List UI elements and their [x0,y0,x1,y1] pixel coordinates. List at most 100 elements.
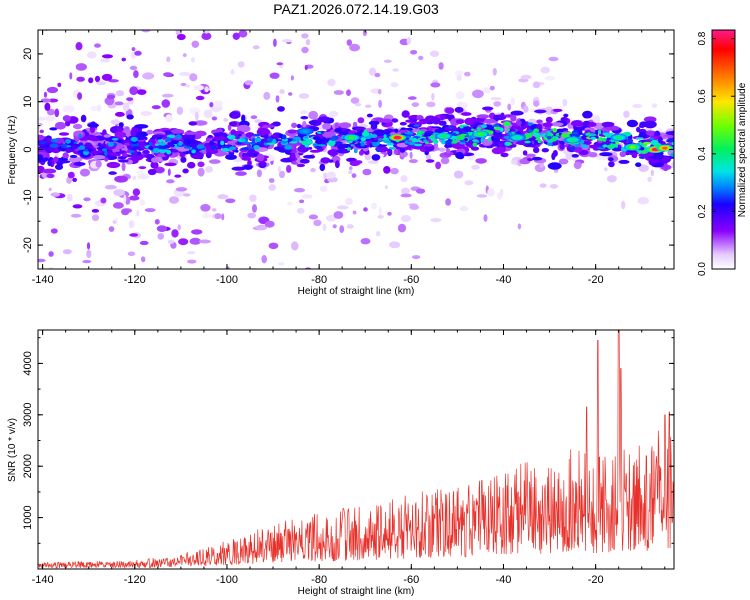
spectrogram-cell [425,141,429,144]
spectrogram-cell [217,140,221,145]
spectrogram-cell [243,164,253,170]
spectrogram-cell [476,127,482,130]
spectrogram-cell [401,110,410,118]
spectrogram-cell [643,143,648,147]
spectrogram-cell [304,139,313,145]
spectrogram-cell [268,178,275,183]
spectrogram-cell [327,78,336,87]
spectrogram-cell [90,106,98,112]
spectrogram-cell [114,131,127,139]
spectrogram-cell [404,140,409,144]
spectrogram-cell [314,146,323,149]
spectrogram-cell [504,125,510,134]
spectrogram-cell [671,161,674,169]
x-tick-label: -80 [311,274,327,286]
spectrogram-cell [319,185,328,192]
colorbar-gradient [711,29,736,270]
spectrogram-cell [124,142,130,146]
spectrogram-cell [268,242,279,249]
spectrogram-cell [635,162,642,167]
spectrogram-cell [313,21,320,27]
spectrogram-cell [117,139,124,144]
spectrogram-cell [470,146,480,151]
spectrogram-cell [520,74,532,80]
colorbar-tick-label: 0.8 [697,31,708,45]
spectrogram-cell [96,104,102,112]
spectrogram-cell [533,100,540,107]
spectrogram-cell [301,46,309,54]
spectrogram-cell [255,224,268,231]
spectrogram-cell [171,149,179,153]
spectrogram-cell [196,144,205,149]
spectrogram-cell [650,169,655,177]
colorbar-label: Normalized spectral amplitude [737,82,748,217]
spectrogram-cell [361,304,364,312]
spectrogram-cell [472,142,478,147]
x-tick-label: -40 [496,574,512,586]
spectrogram-cell [126,97,134,101]
spectrogram-cell [632,103,643,109]
spectrogram-cell [490,97,502,101]
spectrogram-cell [65,139,71,144]
spectrogram-cell [73,123,83,130]
spectrogram-cell [54,108,60,118]
spectrogram-cell [264,133,269,140]
spectrogram-cell [277,146,284,150]
spectrogram-cell [163,149,170,152]
spectrogram-cell [638,164,649,172]
spectrogram-cell [276,139,283,142]
spectrogram-cell [164,162,177,167]
spectrogram-cell [416,130,425,134]
spectrogram-cell [665,131,674,135]
spectrogram-cell [84,149,89,152]
spectrogram-cell [322,223,327,232]
spectrogram-cell [189,237,202,245]
spectrogram-cell [167,168,171,176]
spectrogram-cell [252,133,261,137]
spectrogram-cell [114,101,124,106]
spectrogram-cell [46,86,59,94]
spectrogram-cell [106,94,116,100]
spectrogram-cell [234,13,241,19]
spectrogram-cell [191,40,200,48]
spectrogram-cell [50,228,58,234]
spectrogram-cell [361,131,370,137]
spectrogram-cell [192,10,200,18]
spectrogram-cell [670,152,674,157]
spectrogram-cell [404,132,414,135]
spectrogram-cell [318,140,326,144]
spectrogram-cell [46,173,55,179]
spectrogram-cell [375,231,381,237]
spectrogram-cell [106,161,121,169]
spectrogram-cell [78,17,86,20]
spectrogram-cell [399,121,407,126]
spectrogram-cell [391,118,399,123]
spectrogram-cell [344,197,353,206]
spectrogram-cell [485,127,495,131]
spectrogram-cell [383,59,392,63]
spectrogram-cell [241,147,250,151]
spectrogram-cell [83,197,91,202]
colorbar-tick-label: 0.4 [697,146,708,160]
spectrogram-cell [532,81,541,89]
spectrogram-cell [487,188,495,197]
spectrogram-cell [148,145,154,150]
spectrogram-cell [401,187,410,195]
x-tick-label: -60 [403,574,419,586]
spectrogram-cell [377,88,382,95]
spectrogram-cell [468,135,473,140]
spectrogram-cell [400,193,412,198]
spectrogram-cell [296,163,305,168]
spectrogram-cell [370,202,377,210]
spectrogram-cell [621,200,626,210]
spectrogram-cell [44,115,56,122]
spectrogram-cell [608,157,614,162]
spectrogram-cell [547,133,554,137]
spectrogram-cell [57,160,71,164]
spectrogram-cell [204,19,214,22]
spectrogram-cell [141,256,146,263]
spectrogram-cell [287,129,297,134]
x-tick-label: -100 [216,274,238,286]
spectrogram-cell [394,128,399,133]
spectrogram-cell [666,138,674,143]
